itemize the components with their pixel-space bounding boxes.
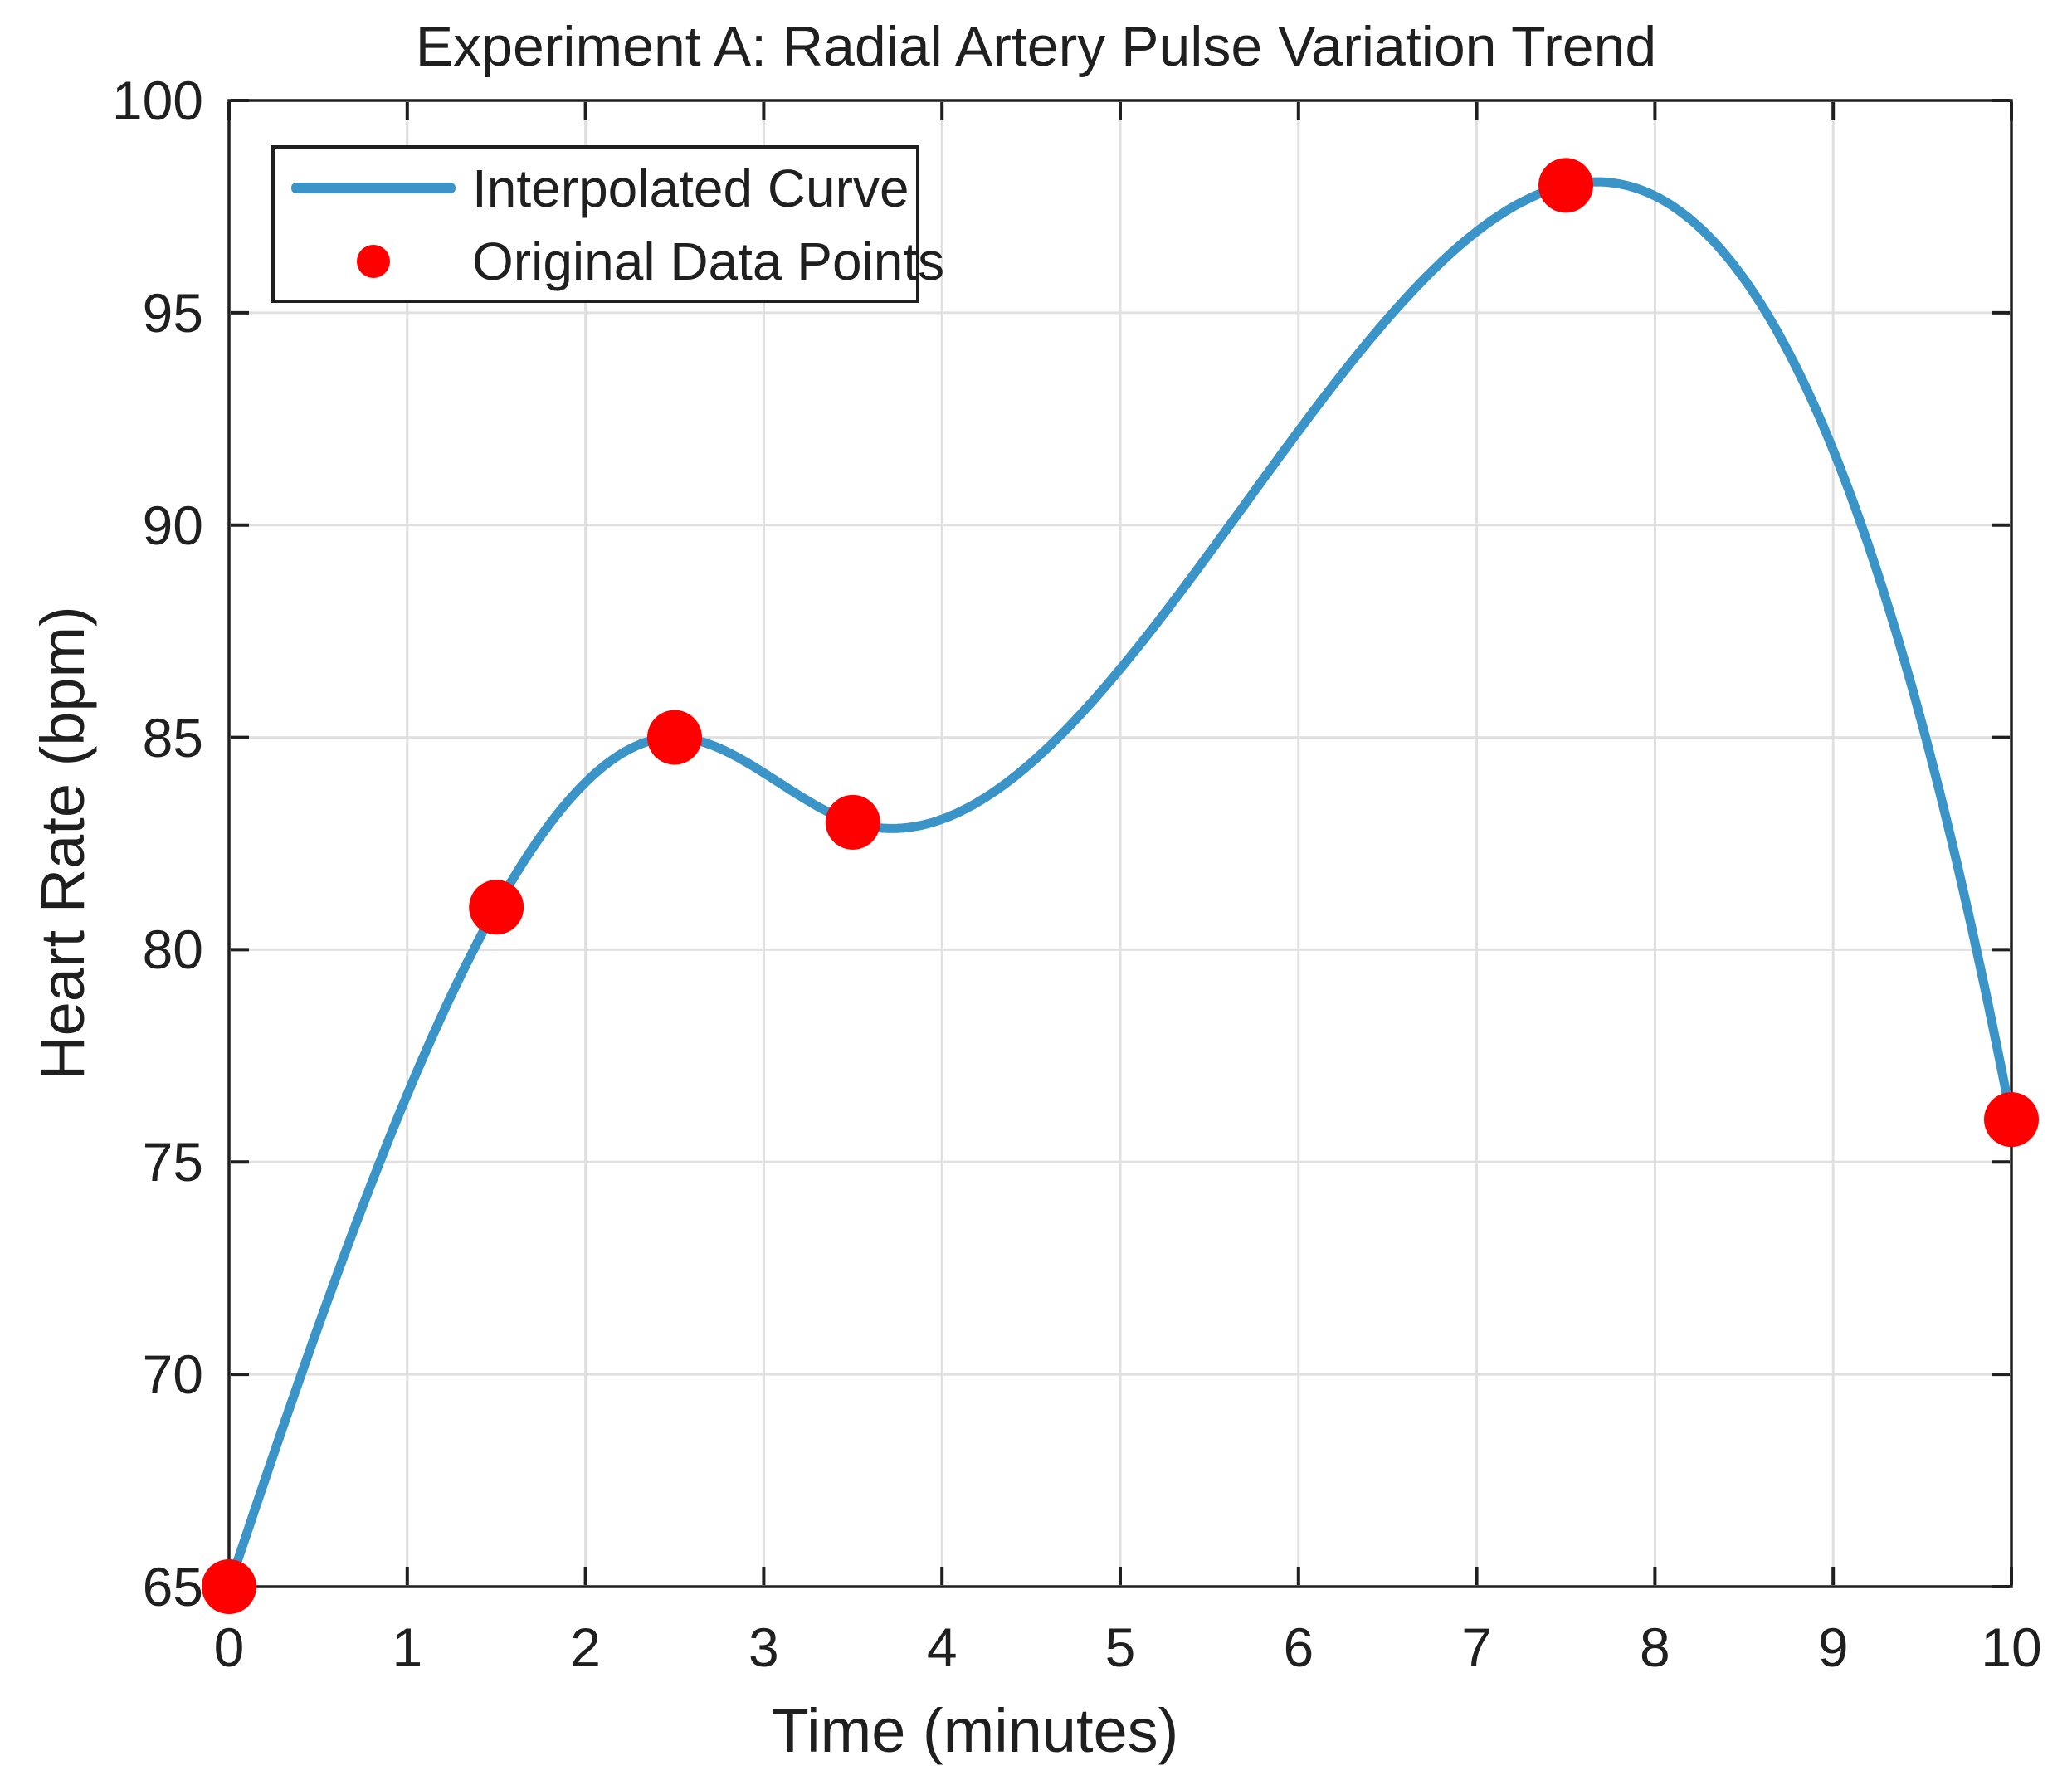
interpolated-curve-line: [224, 177, 2016, 1592]
legend-box: Interpolated Curve Original Data Points: [271, 145, 944, 303]
tick-marks: [227, 99, 2013, 1588]
chart-title: Experiment A: Radial Artery Pulse Variat…: [415, 15, 1657, 78]
x-tick-label: 5: [1104, 1617, 1136, 1678]
legend-item-points: Original Data Points: [275, 222, 944, 300]
legend-swatch-area: [275, 222, 472, 300]
x-axis-label: Time (minutes): [771, 1696, 1179, 1765]
x-tick-label: 1: [392, 1617, 423, 1678]
data-point-marker: [469, 880, 524, 935]
y-tick-label: 85: [142, 706, 203, 768]
x-tick-label: 4: [926, 1617, 958, 1678]
x-tick-label: 6: [1283, 1617, 1314, 1678]
x-tick-label: 0: [213, 1617, 245, 1678]
data-point-marker: [1984, 1092, 2039, 1148]
x-tick-label: 10: [1981, 1617, 2042, 1678]
y-tick-label: 75: [142, 1131, 203, 1193]
y-tick-label: 65: [142, 1556, 203, 1617]
legend-label-points: Original Data Points: [472, 231, 945, 291]
x-tick-label: 2: [570, 1617, 601, 1678]
legend-item-curve: Interpolated Curve: [275, 149, 916, 227]
y-tick-label: 80: [142, 919, 203, 981]
y-tick-label: 70: [142, 1344, 203, 1406]
data-point-marker: [202, 1559, 256, 1614]
y-tick-label: 90: [142, 494, 203, 556]
x-tick-label: 8: [1640, 1617, 1670, 1678]
legend-marker-icon: [357, 244, 390, 278]
data-point-marker: [825, 794, 880, 850]
data-point-markers: [202, 158, 2039, 1614]
grid-lines: [231, 102, 2010, 1585]
x-tick-label: 3: [748, 1617, 779, 1678]
data-point-marker: [1538, 158, 1593, 213]
axes-box: [227, 99, 2013, 1588]
y-tick-label: 100: [111, 70, 203, 131]
x-tick-label: 9: [1817, 1617, 1849, 1678]
legend-swatch-area: [275, 149, 472, 227]
x-tick-label: 7: [1461, 1617, 1492, 1678]
data-point-marker: [647, 710, 702, 765]
legend-line-sample: [291, 183, 456, 193]
y-tick-label: 95: [142, 281, 203, 344]
legend-label-curve: Interpolated Curve: [472, 158, 909, 218]
